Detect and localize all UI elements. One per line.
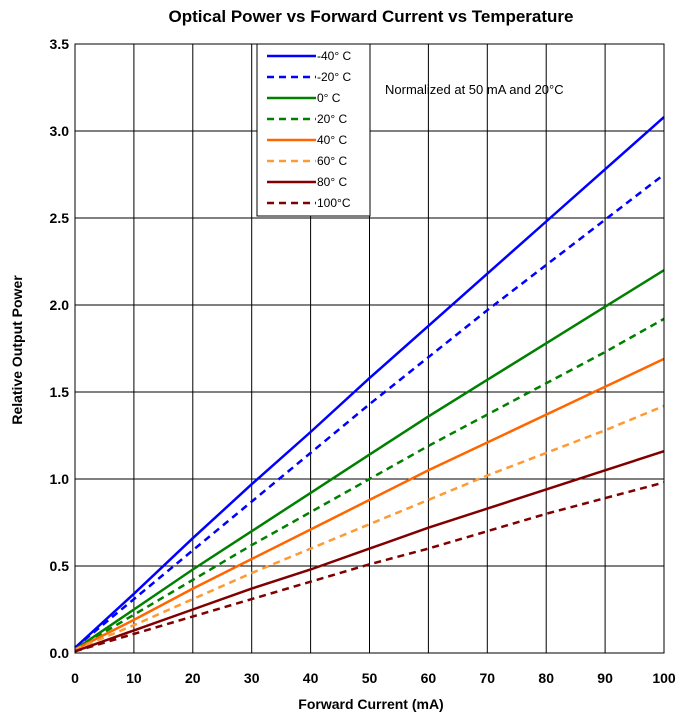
chart-title: Optical Power vs Forward Current vs Temp… bbox=[169, 7, 574, 26]
x-tick-label: 30 bbox=[244, 670, 260, 686]
y-tick-label: 3.5 bbox=[50, 36, 70, 52]
legend-label: -20° C bbox=[317, 70, 351, 84]
x-tick-label: 20 bbox=[185, 670, 201, 686]
series-line bbox=[74, 116, 665, 649]
x-tick-label: 40 bbox=[303, 670, 319, 686]
y-tick-label: 0.5 bbox=[50, 558, 70, 574]
series-line bbox=[74, 404, 665, 651]
y-tick-label: 1.0 bbox=[50, 471, 70, 487]
x-axis-label: Forward Current (mA) bbox=[298, 696, 443, 712]
y-tick-label: 2.0 bbox=[50, 297, 70, 313]
legend-label: 0° C bbox=[317, 91, 341, 105]
normalization-annotation: Normalized at 50 mA and 20°C bbox=[385, 82, 564, 97]
x-tick-label: 0 bbox=[71, 670, 79, 686]
y-tick-label: 1.5 bbox=[50, 384, 70, 400]
y-tick-label: 3.0 bbox=[50, 123, 70, 139]
series-line bbox=[74, 450, 665, 653]
x-tick-label: 50 bbox=[362, 670, 378, 686]
legend-label: 20° C bbox=[317, 112, 347, 126]
legend-label: 40° C bbox=[317, 133, 347, 147]
y-tick-label: 2.5 bbox=[50, 210, 70, 226]
x-tick-label: 80 bbox=[538, 670, 554, 686]
legend-box bbox=[256, 43, 371, 217]
legend-label: -40° C bbox=[317, 49, 351, 63]
legend-label: 80° C bbox=[317, 175, 347, 189]
y-axis-label: Relative Output Power bbox=[9, 275, 25, 425]
x-tick-label: 90 bbox=[597, 670, 613, 686]
legend: -40° C -20° C 0° C 20° C 40° C 60° C 80° C 100°… bbox=[256, 43, 371, 217]
series-line bbox=[74, 357, 665, 651]
x-tick-label: 100 bbox=[652, 670, 676, 686]
legend-label: 100°C bbox=[317, 196, 351, 210]
series-layer bbox=[74, 116, 665, 653]
x-tick-label: 70 bbox=[480, 670, 496, 686]
x-tick-label: 60 bbox=[421, 670, 437, 686]
legend-label: 60° C bbox=[317, 154, 347, 168]
x-tick-label: 10 bbox=[126, 670, 142, 686]
y-tick-label: 0.0 bbox=[50, 645, 70, 661]
series-line bbox=[74, 481, 665, 653]
series-line bbox=[74, 269, 665, 651]
series-line bbox=[74, 317, 665, 651]
